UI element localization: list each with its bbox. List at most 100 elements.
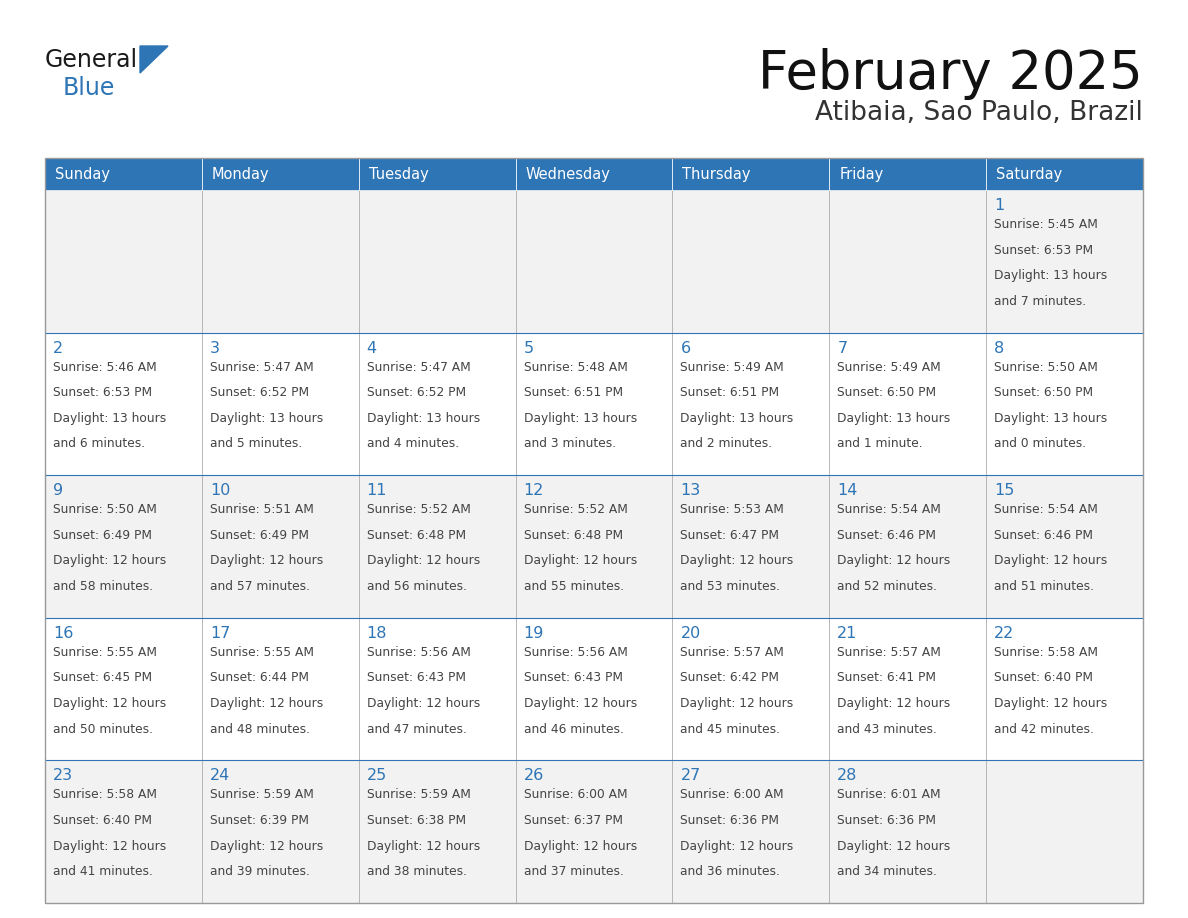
Text: 19: 19 (524, 626, 544, 641)
Text: and 5 minutes.: and 5 minutes. (210, 438, 302, 451)
Text: Sunrise: 5:57 AM: Sunrise: 5:57 AM (681, 645, 784, 659)
Text: and 52 minutes.: and 52 minutes. (838, 580, 937, 593)
Text: Sunset: 6:38 PM: Sunset: 6:38 PM (367, 814, 466, 827)
Text: 13: 13 (681, 483, 701, 498)
Text: February 2025: February 2025 (758, 48, 1143, 100)
Text: Sunset: 6:53 PM: Sunset: 6:53 PM (53, 386, 152, 399)
Text: Sunset: 6:40 PM: Sunset: 6:40 PM (53, 814, 152, 827)
Text: Sunset: 6:43 PM: Sunset: 6:43 PM (524, 671, 623, 685)
Bar (45, 760, 202, 903)
Text: Daylight: 12 hours: Daylight: 12 hours (681, 697, 794, 710)
Text: Daylight: 12 hours: Daylight: 12 hours (367, 697, 480, 710)
Text: Daylight: 13 hours: Daylight: 13 hours (367, 412, 480, 425)
Text: Sunset: 6:36 PM: Sunset: 6:36 PM (681, 814, 779, 827)
Text: Sunset: 6:41 PM: Sunset: 6:41 PM (838, 671, 936, 685)
Text: 16: 16 (53, 626, 74, 641)
Text: Sunrise: 5:55 AM: Sunrise: 5:55 AM (210, 645, 314, 659)
Text: 23: 23 (53, 768, 74, 783)
Text: Daylight: 13 hours: Daylight: 13 hours (53, 412, 166, 425)
Text: 2: 2 (53, 341, 63, 355)
Text: and 56 minutes.: and 56 minutes. (367, 580, 467, 593)
Text: and 51 minutes.: and 51 minutes. (994, 580, 1094, 593)
Text: Daylight: 12 hours: Daylight: 12 hours (210, 697, 323, 710)
Text: Sunset: 6:46 PM: Sunset: 6:46 PM (994, 529, 1093, 542)
Text: Daylight: 12 hours: Daylight: 12 hours (994, 554, 1107, 567)
Text: Sunrise: 5:47 AM: Sunrise: 5:47 AM (367, 361, 470, 374)
Bar (672, 158, 829, 190)
Text: and 50 minutes.: and 50 minutes. (53, 722, 153, 735)
Text: Monday: Monday (211, 166, 270, 182)
Text: Daylight: 12 hours: Daylight: 12 hours (838, 840, 950, 853)
Bar (986, 476, 1143, 618)
Bar (202, 190, 359, 332)
Bar (986, 332, 1143, 476)
Text: Sunrise: 5:45 AM: Sunrise: 5:45 AM (994, 218, 1098, 231)
Bar (45, 332, 202, 476)
Bar (359, 760, 516, 903)
Text: and 55 minutes.: and 55 minutes. (524, 580, 624, 593)
Text: Sunrise: 5:52 AM: Sunrise: 5:52 AM (524, 503, 627, 516)
Text: Sunset: 6:48 PM: Sunset: 6:48 PM (524, 529, 623, 542)
Bar (45, 476, 202, 618)
Text: and 36 minutes.: and 36 minutes. (681, 866, 781, 879)
Text: Sunset: 6:46 PM: Sunset: 6:46 PM (838, 529, 936, 542)
Text: and 1 minute.: and 1 minute. (838, 438, 923, 451)
Text: 20: 20 (681, 626, 701, 641)
Bar (359, 476, 516, 618)
Text: and 46 minutes.: and 46 minutes. (524, 722, 624, 735)
Bar (986, 760, 1143, 903)
Text: Daylight: 12 hours: Daylight: 12 hours (524, 554, 637, 567)
Text: Sunrise: 5:54 AM: Sunrise: 5:54 AM (838, 503, 941, 516)
Bar (829, 476, 986, 618)
Text: 28: 28 (838, 768, 858, 783)
Text: and 47 minutes.: and 47 minutes. (367, 722, 467, 735)
Text: 11: 11 (367, 483, 387, 498)
Text: Sunset: 6:52 PM: Sunset: 6:52 PM (210, 386, 309, 399)
Bar (45, 158, 202, 190)
Text: Sunrise: 5:59 AM: Sunrise: 5:59 AM (210, 789, 314, 801)
Text: Sunset: 6:37 PM: Sunset: 6:37 PM (524, 814, 623, 827)
Text: Sunrise: 5:52 AM: Sunrise: 5:52 AM (367, 503, 470, 516)
Text: Sunrise: 5:49 AM: Sunrise: 5:49 AM (681, 361, 784, 374)
Text: Blue: Blue (63, 76, 115, 100)
Bar (516, 158, 672, 190)
Text: Sunrise: 5:50 AM: Sunrise: 5:50 AM (994, 361, 1098, 374)
Bar (672, 190, 829, 332)
Bar (45, 190, 202, 332)
Text: Sunset: 6:42 PM: Sunset: 6:42 PM (681, 671, 779, 685)
Text: and 45 minutes.: and 45 minutes. (681, 722, 781, 735)
Text: Daylight: 12 hours: Daylight: 12 hours (210, 840, 323, 853)
Text: Sunset: 6:40 PM: Sunset: 6:40 PM (994, 671, 1093, 685)
Text: 5: 5 (524, 341, 533, 355)
Text: and 4 minutes.: and 4 minutes. (367, 438, 459, 451)
Text: Daylight: 12 hours: Daylight: 12 hours (994, 697, 1107, 710)
Bar (672, 476, 829, 618)
Text: Sunset: 6:47 PM: Sunset: 6:47 PM (681, 529, 779, 542)
Text: and 41 minutes.: and 41 minutes. (53, 866, 153, 879)
Bar (359, 618, 516, 760)
Text: Sunrise: 5:53 AM: Sunrise: 5:53 AM (681, 503, 784, 516)
Text: 25: 25 (367, 768, 387, 783)
Bar (516, 760, 672, 903)
Text: Daylight: 12 hours: Daylight: 12 hours (367, 554, 480, 567)
Bar (672, 332, 829, 476)
Bar (986, 190, 1143, 332)
Text: and 48 minutes.: and 48 minutes. (210, 722, 310, 735)
Bar (672, 760, 829, 903)
Bar (516, 618, 672, 760)
Bar (516, 190, 672, 332)
Text: Sunset: 6:36 PM: Sunset: 6:36 PM (838, 814, 936, 827)
Text: Sunrise: 5:47 AM: Sunrise: 5:47 AM (210, 361, 314, 374)
Text: Daylight: 12 hours: Daylight: 12 hours (53, 554, 166, 567)
Bar (45, 618, 202, 760)
Bar (829, 190, 986, 332)
Text: 15: 15 (994, 483, 1015, 498)
Bar (359, 158, 516, 190)
Text: Sunrise: 6:00 AM: Sunrise: 6:00 AM (524, 789, 627, 801)
Text: Sunrise: 5:56 AM: Sunrise: 5:56 AM (367, 645, 470, 659)
Text: Sunset: 6:51 PM: Sunset: 6:51 PM (681, 386, 779, 399)
Text: and 3 minutes.: and 3 minutes. (524, 438, 615, 451)
Bar (829, 332, 986, 476)
Text: and 38 minutes.: and 38 minutes. (367, 866, 467, 879)
Text: Sunday: Sunday (55, 166, 110, 182)
